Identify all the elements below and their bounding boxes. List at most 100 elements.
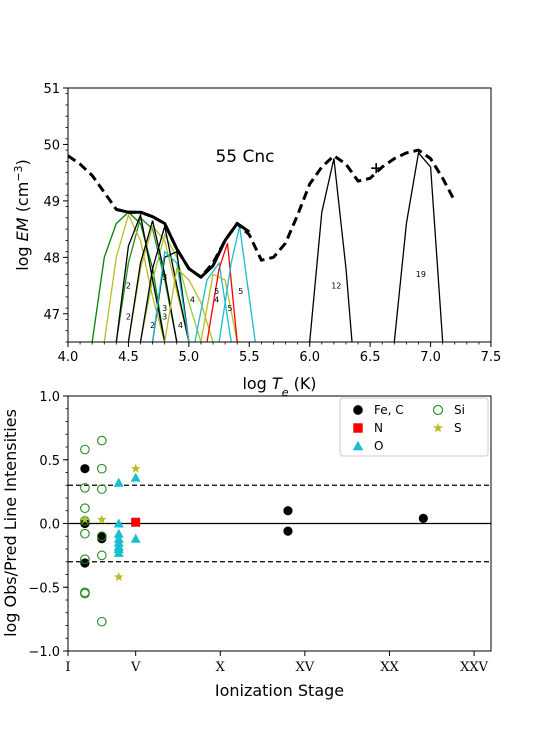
data-point-fe-c <box>97 534 107 544</box>
x-tick-label: V <box>130 660 141 675</box>
ion-stage-label: 4 <box>190 295 195 304</box>
ion-stage-label: 2 <box>126 312 131 321</box>
contribution-curve <box>127 220 178 342</box>
data-point-fe-c <box>283 526 293 536</box>
data-point-si <box>432 404 444 416</box>
ratio-y-axis: −1.0 −0.5 0.0 0.5 1.0 <box>28 390 68 660</box>
contribution-curve <box>218 226 256 342</box>
data-point-fe-c <box>418 513 428 524</box>
em-x-axis: 4.0 4.5 5.0 5.5 6.0 6.5 7.0 7.5 <box>58 342 502 365</box>
data-point-fe-c <box>80 518 90 529</box>
data-point-si <box>80 588 90 599</box>
ion-stage-label: 3 <box>162 304 167 313</box>
data-point-n <box>131 517 141 527</box>
data-point-si <box>80 482 90 493</box>
ion-stage-label: 3 <box>162 312 167 321</box>
ratio-points-group <box>80 435 428 627</box>
contribution-curve <box>103 213 166 342</box>
x-tick-label: XX <box>380 660 399 675</box>
x-tick-label: 4.0 <box>58 350 79 365</box>
contribution-curve <box>393 151 444 342</box>
legend-label: O <box>374 439 383 453</box>
em-plot-frame <box>67 87 492 343</box>
data-point-si <box>96 435 107 446</box>
data-point-s <box>114 572 124 582</box>
data-point-si <box>96 484 107 494</box>
ratio-y-axis-title: log Obs/Pred Line Intensities <box>1 409 20 637</box>
contribution-curve <box>309 158 353 342</box>
contribution-curve <box>151 250 190 342</box>
ion-stage-label: 2 <box>150 321 155 330</box>
em-y-axis-title: log EM (cm−3) <box>12 159 33 271</box>
data-point-o <box>113 528 124 538</box>
legend-label: Fe, C <box>374 403 404 417</box>
em-y-axis: 47 48 49 50 51 <box>43 82 68 343</box>
ion-stage-label: 19 <box>416 270 426 279</box>
data-point-o <box>352 440 364 451</box>
em-chart-title: 55 Cnc <box>215 147 274 167</box>
plus-marker <box>371 163 382 174</box>
x-tick-label: 5.5 <box>239 350 260 365</box>
data-point-s <box>130 463 141 473</box>
data-point-o <box>113 547 124 557</box>
legend-box <box>339 397 489 457</box>
ion-stage-label: 3 <box>162 273 167 282</box>
legend: Fe, C Si N S O <box>339 397 489 457</box>
data-point-o <box>113 518 124 528</box>
ion-stage-label: 4 <box>214 295 219 304</box>
x-tick-label: 6.5 <box>360 350 381 365</box>
data-point-s <box>433 422 443 433</box>
contribution-curve <box>206 242 238 342</box>
y-tick-label: 50 <box>43 138 60 153</box>
data-point-si <box>96 463 107 474</box>
data-point-s <box>97 514 107 524</box>
ion-stage-label: 12 <box>331 281 341 290</box>
contribution-curve <box>139 233 202 342</box>
ion-stage-label: 2 <box>126 281 131 290</box>
y-tick-label: 48 <box>43 251 60 266</box>
y-tick-label: −1.0 <box>28 645 60 660</box>
data-point-s <box>80 514 90 524</box>
em-solid-curve <box>115 207 251 279</box>
data-point-o <box>130 472 141 482</box>
data-point-fe-c <box>80 464 90 474</box>
y-tick-label: −0.5 <box>28 581 60 596</box>
ion-stage-label: 4 <box>178 321 183 330</box>
contribution-curve <box>115 212 166 342</box>
contribution-curve <box>164 267 214 342</box>
y-tick-label: 0.5 <box>39 454 60 469</box>
data-point-si <box>80 503 90 514</box>
y-tick-label: 47 <box>43 308 60 323</box>
x-tick-label: I <box>65 660 70 675</box>
data-point-si <box>96 616 107 627</box>
y-tick-label: 0.0 <box>39 518 60 533</box>
y-tick-label: 1.0 <box>39 390 60 405</box>
y-tick-label: 49 <box>43 195 60 210</box>
data-point-fe-c <box>353 405 363 415</box>
data-point-si <box>96 550 107 561</box>
em-curves-group <box>68 148 457 342</box>
x-tick-label: X <box>216 660 226 675</box>
x-tick-label: 7.0 <box>420 350 441 365</box>
ratio-x-axis-title: Ionization Stage <box>215 681 344 700</box>
data-point-fe-c <box>283 506 293 516</box>
data-point-o <box>113 477 124 487</box>
x-tick-label: 5.0 <box>179 350 200 365</box>
ratio-panel: I V X XV XX XXV −1.0−0.50.00.51.0 Ionization … <box>1 390 492 700</box>
ion-stage-label: 5 <box>214 287 219 296</box>
x-tick-label: 7.5 <box>481 350 502 365</box>
legend-label: N <box>374 421 383 435</box>
ion-stage-label: 5 <box>227 304 232 313</box>
x-tick-label: XV <box>296 660 315 675</box>
contribution-curve <box>115 216 178 342</box>
x-tick-label: 6.0 <box>299 350 320 365</box>
data-point-si <box>80 554 90 565</box>
data-point-o <box>130 533 141 543</box>
x-tick-label: XXV <box>460 660 489 675</box>
y-tick-label: 51 <box>43 82 60 97</box>
contribution-curve <box>127 224 190 342</box>
data-point-n <box>353 423 363 433</box>
